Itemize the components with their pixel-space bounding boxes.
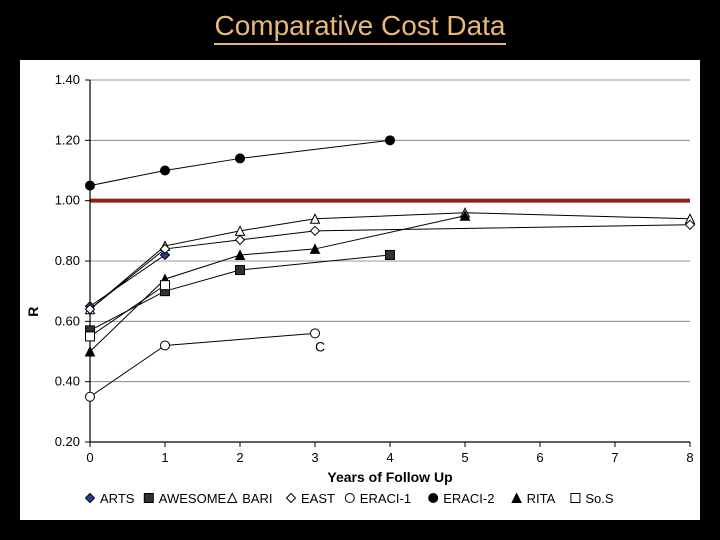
svg-text:Years of Follow Up: Years of Follow Up bbox=[327, 469, 452, 485]
svg-text:EAST: EAST bbox=[301, 491, 335, 506]
svg-text:1.20: 1.20 bbox=[55, 132, 80, 147]
svg-text:R: R bbox=[25, 307, 41, 317]
svg-text:7: 7 bbox=[611, 450, 618, 465]
chart-panel: 0.20 0.40 0.60 0.80 1.00 1.20 1.40 0 1 2 3 4 5 6 7 8 Yea… bbox=[20, 60, 700, 520]
svg-text:ARTS: ARTS bbox=[100, 491, 135, 506]
svg-text:BARI: BARI bbox=[242, 491, 272, 506]
svg-text:ERACI-1: ERACI-1 bbox=[360, 491, 411, 506]
svg-text:So.S: So.S bbox=[585, 491, 614, 506]
svg-text:RITA: RITA bbox=[527, 491, 556, 506]
svg-text:6: 6 bbox=[536, 450, 543, 465]
svg-text:1.00: 1.00 bbox=[55, 193, 80, 208]
page-title: Comparative Cost Data bbox=[0, 10, 720, 42]
svg-text:ERACI-2: ERACI-2 bbox=[443, 491, 494, 506]
svg-text:0.60: 0.60 bbox=[55, 313, 80, 328]
svg-text:4: 4 bbox=[386, 450, 393, 465]
svg-text:8: 8 bbox=[686, 450, 693, 465]
svg-text:1: 1 bbox=[161, 450, 168, 465]
cost-chart: 0.20 0.40 0.60 0.80 1.00 1.20 1.40 0 1 2 3 4 5 6 7 8 Yea… bbox=[20, 60, 700, 520]
svg-text:1.40: 1.40 bbox=[55, 72, 80, 87]
svg-text:0.40: 0.40 bbox=[55, 374, 80, 389]
svg-text:3: 3 bbox=[311, 450, 318, 465]
svg-text:0.20: 0.20 bbox=[55, 434, 80, 449]
svg-text:0: 0 bbox=[86, 450, 93, 465]
svg-text:AWESOME: AWESOME bbox=[159, 491, 227, 506]
svg-text:0.80: 0.80 bbox=[55, 253, 80, 268]
svg-text:2: 2 bbox=[236, 450, 243, 465]
svg-text:C: C bbox=[315, 339, 325, 355]
title-text: Comparative Cost Data bbox=[214, 10, 505, 45]
svg-text:5: 5 bbox=[461, 450, 468, 465]
